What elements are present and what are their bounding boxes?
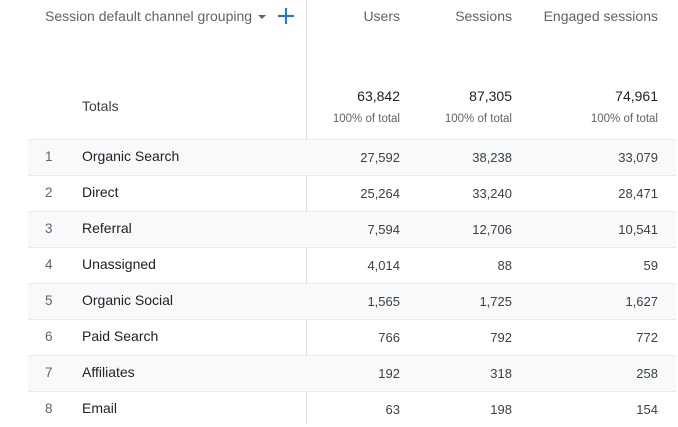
- channel-name[interactable]: Organic Social: [82, 292, 174, 308]
- totals-row: Totals 63,842 100% of total 87,305 100% …: [0, 82, 678, 139]
- totals-label: Totals: [82, 98, 119, 114]
- total-users-value: 63,842: [357, 88, 400, 104]
- users-value: 1,565: [367, 294, 400, 309]
- column-header-sessions[interactable]: Sessions: [455, 6, 512, 26]
- table-row: 6 Paid Search 766 792 772: [28, 319, 676, 355]
- sessions-value: 38,238: [472, 150, 512, 165]
- row-index: 4: [45, 257, 53, 272]
- total-engaged-value: 74,961: [615, 88, 658, 104]
- table-row: 5 Organic Social 1,565 1,725 1,627: [28, 283, 676, 319]
- table-header-row: Session default channel grouping Users S…: [0, 0, 678, 40]
- channel-name[interactable]: Email: [82, 400, 118, 416]
- total-engaged-percent: 100% of total: [590, 113, 658, 125]
- caret-down-icon[interactable]: [258, 14, 267, 19]
- sessions-value: 33,240: [472, 186, 512, 201]
- table-row: 8 Email 63 198 154: [28, 391, 676, 427]
- total-sessions-percent: 100% of total: [444, 113, 512, 125]
- dimension-selector[interactable]: Session default channel grouping: [45, 6, 267, 26]
- channel-name[interactable]: Affiliates: [82, 364, 135, 380]
- sessions-value: 318: [490, 366, 512, 381]
- column-header-sessions-label: Sessions: [455, 8, 512, 24]
- engaged-sessions-value: 772: [636, 330, 658, 345]
- row-index: 1: [45, 149, 53, 164]
- total-sessions-value: 87,305: [469, 88, 512, 104]
- total-engaged-sessions: 74,961 100% of total: [591, 87, 658, 126]
- row-index: 7: [45, 365, 53, 380]
- engaged-sessions-value: 33,079: [618, 150, 658, 165]
- users-value: 7,594: [367, 222, 400, 237]
- channel-name[interactable]: Direct: [82, 184, 119, 200]
- users-value: 27,592: [360, 150, 400, 165]
- table-row: 2 Direct 25,264 33,240 28,471: [28, 175, 676, 211]
- sessions-value: 792: [490, 330, 512, 345]
- table-body: 1 Organic Search 27,592 38,238 33,079 2 …: [28, 139, 676, 427]
- engaged-sessions-value: 28,471: [618, 186, 658, 201]
- row-index: 8: [45, 401, 53, 416]
- channel-name[interactable]: Paid Search: [82, 328, 159, 344]
- sessions-value: 88: [497, 258, 512, 273]
- users-value: 192: [378, 366, 400, 381]
- total-sessions: 87,305 100% of total: [445, 87, 512, 126]
- column-header-users[interactable]: Users: [363, 6, 400, 26]
- sessions-value: 198: [490, 402, 512, 417]
- channel-name[interactable]: Unassigned: [82, 256, 156, 272]
- table-row: 7 Affiliates 192 318 258: [28, 355, 676, 391]
- channel-name[interactable]: Referral: [82, 220, 132, 236]
- channel-name[interactable]: Organic Search: [82, 148, 180, 164]
- users-value: 25,264: [360, 186, 400, 201]
- table-row: 3 Referral 7,594 12,706 10,541: [28, 211, 676, 247]
- dimension-label: Session default channel grouping: [45, 8, 253, 24]
- table-row: 4 Unassigned 4,014 88 59: [28, 247, 676, 283]
- users-value: 63: [385, 402, 400, 417]
- total-users-percent: 100% of total: [332, 113, 400, 125]
- users-value: 766: [378, 330, 400, 345]
- engaged-sessions-value: 10,541: [618, 222, 658, 237]
- row-index: 5: [45, 293, 53, 308]
- engaged-sessions-value: 59: [643, 258, 658, 273]
- sessions-value: 12,706: [472, 222, 512, 237]
- column-header-engaged-sessions-label: Engaged sessions: [543, 8, 658, 24]
- table-row: 1 Organic Search 27,592 38,238 33,079: [28, 139, 676, 175]
- column-header-engaged-sessions[interactable]: Engaged sessions: [544, 6, 658, 26]
- row-index: 2: [45, 185, 53, 200]
- engaged-sessions-value: 258: [636, 366, 658, 381]
- plus-icon[interactable]: [276, 6, 296, 26]
- row-index: 6: [45, 329, 53, 344]
- sessions-value: 1,725: [479, 294, 512, 309]
- column-header-users-label: Users: [363, 8, 400, 24]
- row-index: 3: [45, 221, 53, 236]
- engaged-sessions-value: 154: [636, 402, 658, 417]
- engaged-sessions-value: 1,627: [625, 294, 658, 309]
- total-users: 63,842 100% of total: [333, 87, 400, 126]
- users-value: 4,014: [367, 258, 400, 273]
